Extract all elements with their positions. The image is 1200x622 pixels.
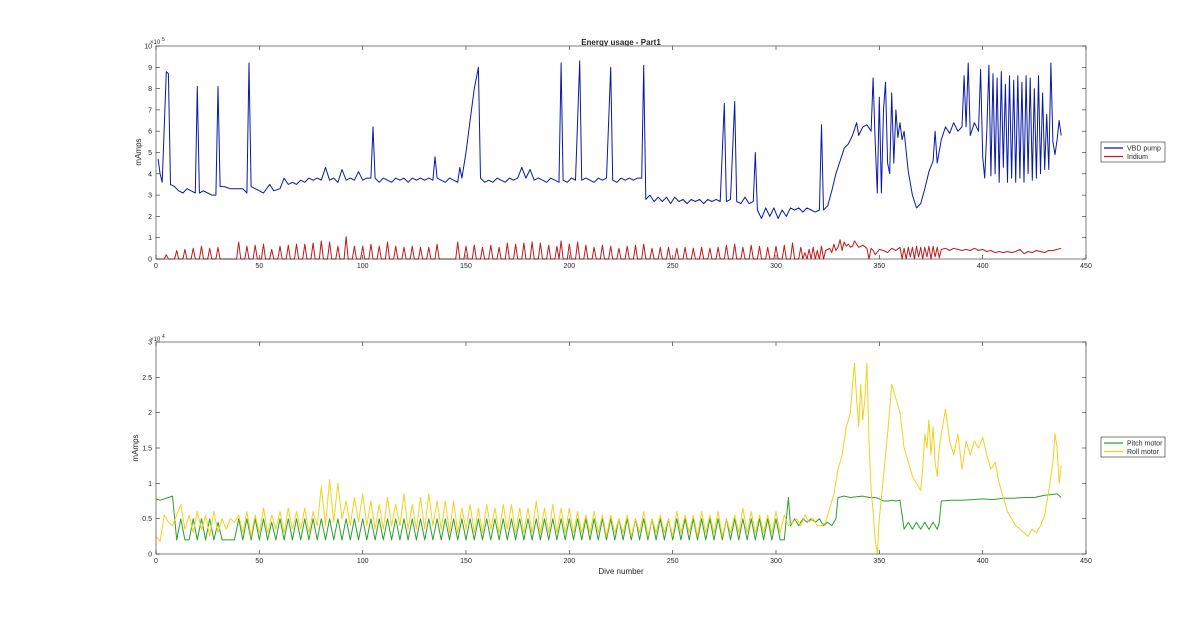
series-line-vbd-pump	[157, 60, 1062, 219]
x-tick-label: 350	[873, 558, 885, 565]
y-tick-label: 0.5	[142, 516, 152, 523]
x-tick-label: 0	[154, 558, 158, 565]
y-tick-label: 4	[148, 171, 152, 178]
x-tick-label: 300	[770, 558, 782, 565]
x-tick-label: 350	[873, 263, 885, 270]
y-exponent-bottom: ×10 4	[150, 334, 165, 343]
y-tick-label: 9	[148, 65, 152, 72]
y-axis-label-top: mAmps	[134, 138, 143, 165]
y-tick-label: 5	[148, 150, 152, 157]
x-tick-label: 450	[1080, 558, 1092, 565]
y-tick-label: 3	[148, 340, 152, 347]
y-tick-label: 8	[148, 86, 152, 93]
x-tick-label: 150	[460, 558, 472, 565]
series-line-roll-motor	[155, 362, 1062, 555]
motor-axes: mAmps Dive number ×10 4 0 50 100 150 200 250 3…	[131, 334, 1166, 576]
plot-area	[156, 46, 1086, 259]
y-axis-label-bottom: mAmps	[131, 434, 140, 461]
y-tick-label: 2	[148, 410, 152, 417]
x-axis-label: Dive number	[598, 567, 644, 576]
y-tick-label: 1	[148, 481, 152, 488]
x-tick-label: 50	[255, 263, 263, 270]
x-tick-label: 300	[770, 263, 782, 270]
series-line-pitch-motor	[155, 493, 1062, 541]
legend-label: VBD pump	[1127, 145, 1161, 152]
y-exponent-base-top: ×10	[150, 40, 161, 46]
x-tick-label: 400	[977, 558, 989, 565]
x-tick-label: 200	[563, 558, 575, 565]
legend: Pitch motor Roll motor	[1100, 436, 1166, 458]
x-tick-label: 0	[154, 263, 158, 270]
x-tick-label: 400	[977, 263, 989, 270]
x-tick-label: 250	[667, 263, 679, 270]
y-tick-label: 0	[148, 552, 152, 559]
y-tick-label: 10	[144, 44, 152, 51]
y-tick-label: 3	[148, 193, 152, 200]
x-tick-label: 100	[357, 263, 369, 270]
series-lines	[155, 362, 1062, 555]
y-tick-label: 2	[148, 214, 152, 221]
x-tick-label: 250	[667, 558, 679, 565]
legend-label: Roll motor	[1127, 449, 1160, 456]
x-tick-label: 150	[460, 263, 472, 270]
chart-title: Energy usage - Part1	[581, 38, 661, 47]
legend: VBD pump Iridium	[1100, 141, 1166, 163]
x-tick-label: 100	[357, 558, 369, 565]
x-tick-label: 50	[255, 558, 263, 565]
y-tick-label: 0	[148, 257, 152, 264]
legend-label: Pitch motor	[1127, 440, 1163, 447]
x-tick-label: 200	[563, 263, 575, 270]
y-tick-label: 2.5	[142, 375, 152, 382]
x-tick-label: 450	[1080, 263, 1092, 270]
y-tick-label: 1.5	[142, 446, 152, 453]
y-exponent-power-top: 5	[162, 37, 165, 43]
y-tick-label: 7	[148, 107, 152, 114]
energy-axes: Energy usage - Part1 mAmps ×10 5 0 50 100 1…	[134, 37, 1166, 270]
y-exponent-top: ×10 5	[150, 37, 165, 46]
legend-label: Iridium	[1127, 154, 1148, 161]
y-tick-label: 1	[148, 235, 152, 242]
y-exponent-base-bottom: ×10	[150, 337, 161, 343]
y-tick-label: 6	[148, 129, 152, 136]
y-exponent-power-bottom: 4	[162, 334, 165, 340]
